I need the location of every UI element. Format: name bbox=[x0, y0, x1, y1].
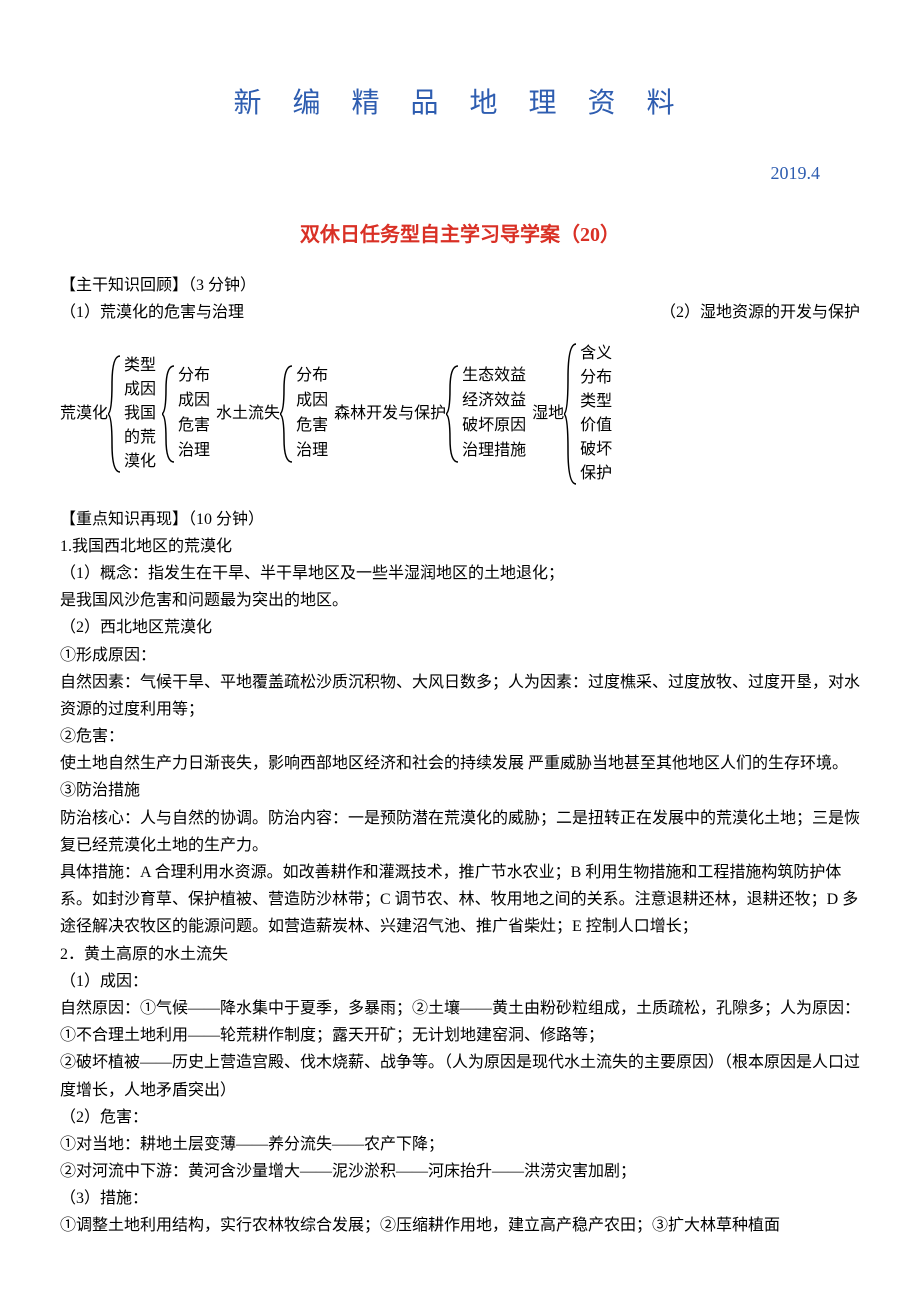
curly-brace-icon bbox=[280, 364, 294, 464]
body-line: （1）概念：指发生在干旱、半干旱地区及一些半湿润地区的土地退化； bbox=[60, 560, 860, 587]
bracket-label-1: 荒漠化 bbox=[60, 400, 108, 427]
bracket-items-3: 分布 成因 危害 治理 bbox=[294, 364, 328, 464]
bracket-item: 类型 bbox=[124, 354, 156, 378]
bracket-items-5: 含义 分布 类型 价值 破坏 保护 bbox=[578, 342, 612, 486]
body-line: （2）危害： bbox=[60, 1104, 860, 1131]
body-line: （2）西北地区荒漠化 bbox=[60, 614, 860, 641]
curly-brace-icon bbox=[108, 354, 122, 474]
body-line: ③防治措施 bbox=[60, 777, 860, 804]
col-right-text: （2）湿地资源的开发与保护 bbox=[660, 299, 860, 326]
body-line: ①对当地：耕地土层变薄——养分流失——农产下降； bbox=[60, 1131, 860, 1158]
bracket-item: 成因 bbox=[124, 378, 156, 402]
bracket-item: 分布 bbox=[580, 366, 612, 390]
bracket-item: 价值 bbox=[580, 414, 612, 438]
bracket-item: 分布 bbox=[178, 364, 210, 388]
bracket-items-2: 分布 成因 危害 治理 bbox=[176, 364, 210, 464]
bracket-item: 保护 bbox=[580, 462, 612, 486]
bracket-items-1: 类型 成因 我国 的荒 漠化 bbox=[122, 354, 156, 474]
body-line: ②破坏植被——历史上营造宫殿、伐木烧薪、战争等。（人为原因是现代水土流失的主要原… bbox=[60, 1049, 860, 1103]
subtitle: 双休日任务型自主学习导学案（20） bbox=[60, 218, 860, 252]
curly-brace-icon bbox=[162, 364, 176, 464]
bracket-label-3: 水土流失 bbox=[216, 400, 280, 427]
bracket-group-1: 荒漠化 类型 成因 我国 的荒 漠化 bbox=[60, 354, 156, 474]
date-label: 2019.4 bbox=[60, 158, 860, 189]
body-line: 2．黄土高原的水土流失 bbox=[60, 941, 860, 968]
body-line: （3）措施： bbox=[60, 1185, 860, 1212]
brackets-diagram: 荒漠化 类型 成因 我国 的荒 漠化 分布 成因 危害 治理 bbox=[60, 342, 860, 486]
bracket-item: 漠化 bbox=[124, 450, 156, 474]
body-line: 具体措施：A 合理利用水资源。如改善耕作和灌溉技术，推广节水农业；B 利用生物措… bbox=[60, 859, 860, 941]
body-line: 防治核心：人与自然的协调。防治内容：一是预防潜在荒漠化的威胁；二是扭转正在发展中… bbox=[60, 805, 860, 859]
bracket-item: 破坏 bbox=[580, 438, 612, 462]
body-line: ②对河流中下游：黄河含沙量增大——泥沙淤积——河床抬升——洪涝灾害加剧； bbox=[60, 1158, 860, 1185]
body-line: 是我国风沙危害和问题最为突出的地区。 bbox=[60, 587, 860, 614]
bracket-item: 我国 bbox=[124, 402, 156, 426]
bracket-label-4: 森林开发与保护 bbox=[334, 400, 446, 427]
bracket-item: 生态效益 bbox=[462, 364, 526, 388]
bracket-group-2: 分布 成因 危害 治理 bbox=[162, 364, 210, 464]
curly-brace-icon bbox=[446, 364, 460, 464]
body-line: 自然因素：气候干旱、平地覆盖疏松沙质沉积物、大风日数多；人为因素：过度樵采、过度… bbox=[60, 669, 860, 723]
bracket-group-3: 水土流失 分布 成因 危害 治理 bbox=[216, 364, 328, 464]
section2-header: 【重点知识再现】（10 分钟） bbox=[60, 506, 860, 533]
bracket-item: 含义 bbox=[580, 342, 612, 366]
bracket-item: 治理 bbox=[178, 439, 210, 463]
body-content: 1.我国西北地区的荒漠化（1）概念：指发生在干旱、半干旱地区及一些半湿润地区的土… bbox=[60, 533, 860, 1240]
body-line: （1）成因： bbox=[60, 968, 860, 995]
main-title: 新 编 精 品 地 理 资 料 bbox=[60, 80, 860, 128]
bracket-item: 成因 bbox=[178, 389, 210, 413]
bracket-item: 经济效益 bbox=[462, 389, 526, 413]
body-line: ①调整土地利用结构，实行农林牧综合发展；②压缩耕作用地，建立高产稳产农田；③扩大… bbox=[60, 1212, 860, 1239]
bracket-item: 的荒 bbox=[124, 426, 156, 450]
bracket-item: 分布 bbox=[296, 364, 328, 388]
body-line: ①形成原因： bbox=[60, 642, 860, 669]
bracket-item: 成因 bbox=[296, 389, 328, 413]
body-line: 1.我国西北地区的荒漠化 bbox=[60, 533, 860, 560]
bracket-item: 危害 bbox=[178, 414, 210, 438]
col-left-text: （1）荒漠化的危害与治理 bbox=[60, 299, 244, 326]
body-line: 使土地自然生产力日渐丧失，影响西部地区经济和社会的持续发展 严重威胁当地甚至其他… bbox=[60, 750, 860, 777]
bracket-item: 治理措施 bbox=[462, 439, 526, 463]
bracket-label-5: 湿地 bbox=[532, 400, 564, 427]
section1-header: 【主干知识回顾】（3 分钟） bbox=[60, 272, 860, 299]
bracket-item: 治理 bbox=[296, 439, 328, 463]
bracket-item: 危害 bbox=[296, 414, 328, 438]
curly-brace-icon bbox=[564, 342, 578, 486]
body-line: ②危害： bbox=[60, 723, 860, 750]
two-column-row: （1）荒漠化的危害与治理 （2）湿地资源的开发与保护 bbox=[60, 299, 860, 326]
bracket-group-5: 湿地 含义 分布 类型 价值 破坏 保护 bbox=[532, 342, 612, 486]
body-line: 自然原因：①气候——降水集中于夏季，多暴雨；②土壤——黄土由粉砂粒组成，土质疏松… bbox=[60, 995, 860, 1049]
bracket-item: 类型 bbox=[580, 390, 612, 414]
bracket-item: 破坏原因 bbox=[462, 414, 526, 438]
bracket-group-4: 森林开发与保护 生态效益 经济效益 破坏原因 治理措施 bbox=[334, 364, 526, 464]
bracket-items-4: 生态效益 经济效益 破坏原因 治理措施 bbox=[460, 364, 526, 464]
